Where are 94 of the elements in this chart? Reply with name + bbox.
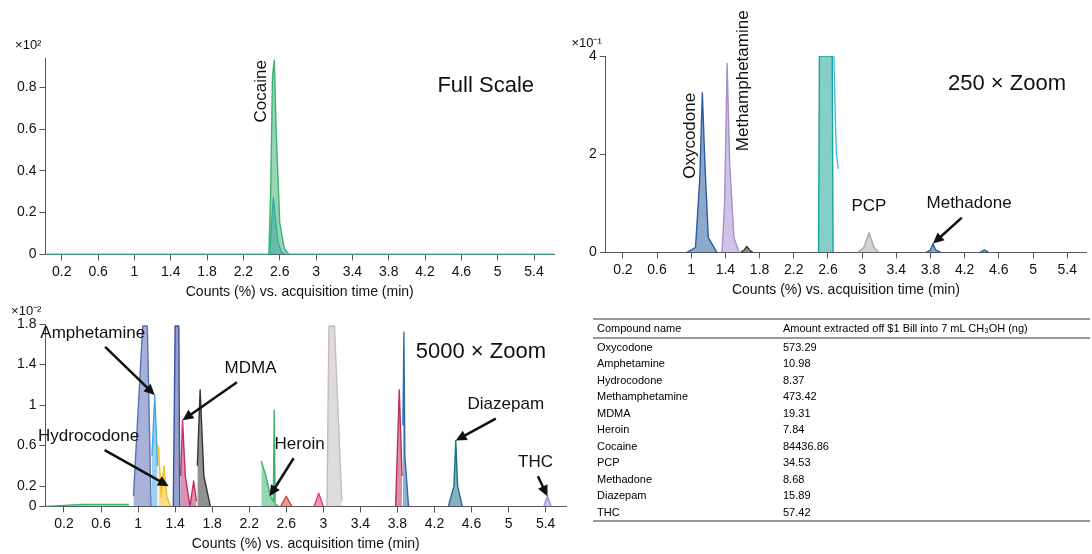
data-label: 34.53 xyxy=(782,455,812,470)
y-tick-label: 0.4 xyxy=(16,161,37,178)
x-tick-label: 4.6 xyxy=(989,260,1009,277)
data-label: 7.84 xyxy=(782,422,806,437)
x-tick-label: 3.4 xyxy=(350,514,371,531)
x-tick-label: 0.2 xyxy=(52,262,72,279)
y-tick-label: 0 xyxy=(28,245,37,262)
x-tick-label: 2.2 xyxy=(233,262,254,279)
y-tick-label: 0.2 xyxy=(16,476,37,493)
annotation: Oxycodone xyxy=(680,92,700,179)
category-label: Heroin xyxy=(596,422,631,437)
y-tick-label: 0.6 xyxy=(16,119,37,136)
x-tick-label: 5.4 xyxy=(1057,260,1078,277)
text: 5000 × Zoom xyxy=(415,338,546,364)
x-tick-label: 1.4 xyxy=(715,260,736,277)
x-tick-label: 1.4 xyxy=(161,262,181,279)
x-tick-label: 3.4 xyxy=(886,260,907,277)
x-tick-label: 1.8 xyxy=(202,514,223,531)
x-tick-label: 2.6 xyxy=(270,262,290,279)
x-tick-label: 3 xyxy=(858,260,867,277)
category-label: PCP xyxy=(596,455,621,470)
x-tick-label: 5.4 xyxy=(524,262,544,279)
x-tick-label: 0.2 xyxy=(54,514,74,531)
x-tick-label: 3.8 xyxy=(387,514,408,531)
x-tick-label: 1.8 xyxy=(749,260,770,277)
annotation: THC xyxy=(518,451,553,471)
category-label: Hydrocodone xyxy=(596,372,664,388)
x-tick-label: 1.4 xyxy=(165,514,186,531)
y-tick-label: 1 xyxy=(28,395,37,412)
text: Amount extracted off $1 Bill into 7 mL CH₃OH (ng) xyxy=(782,321,1029,336)
data-label: 19.31 xyxy=(782,405,812,421)
data-label: 84436.86 xyxy=(782,438,830,454)
x-tick-label: 4.2 xyxy=(415,262,435,279)
annotation: Diazepam xyxy=(467,394,545,414)
y-axis-title: ×10² xyxy=(15,37,43,53)
x-tick-label: 2.2 xyxy=(239,514,260,531)
x-tick-label: 3 xyxy=(312,262,321,279)
x-tick-label: 1 xyxy=(130,262,139,279)
annotation: PCP xyxy=(851,196,887,216)
x-tick-label: 1 xyxy=(134,514,143,531)
x-tick-label: 0.6 xyxy=(88,262,109,279)
x-tick-label: 4.6 xyxy=(461,514,482,531)
annotation: Cocaine xyxy=(251,60,271,123)
x-tick-label: 1 xyxy=(687,260,696,277)
x-tick-label: 3 xyxy=(319,514,328,531)
x-tick-label: 5.4 xyxy=(535,514,556,531)
x-tick-label: 3.4 xyxy=(342,262,363,279)
x-tick-label: 5 xyxy=(1029,260,1038,277)
x-tick-label: 2.6 xyxy=(818,260,838,277)
x-tick-label: 3.8 xyxy=(378,262,399,279)
x-tick-label: 0.6 xyxy=(647,260,667,277)
category-label: THC xyxy=(596,504,621,520)
y-tick-label: 0 xyxy=(28,497,37,514)
data-label: 57.42 xyxy=(782,504,812,520)
data-label: 8.68 xyxy=(782,471,806,487)
x-tick-label: 5 xyxy=(493,262,502,279)
category-label: Methadone xyxy=(596,471,654,487)
x-axis-title: Counts (%) vs. acquisition time (min) xyxy=(191,535,420,552)
x-tick-label: 4.2 xyxy=(424,514,445,531)
text: Full Scale xyxy=(437,72,534,98)
x-tick-label: 4.2 xyxy=(954,260,975,277)
data-label: 10.98 xyxy=(782,356,812,371)
category-label: Diazepam xyxy=(596,488,648,503)
x-tick-label: 0.6 xyxy=(91,514,111,531)
x-axis-title: Counts (%) vs. acquisition time (min) xyxy=(185,283,414,300)
annotation: MDMA xyxy=(224,357,278,377)
x-tick-label: 1.8 xyxy=(197,262,218,279)
text: Compound name xyxy=(596,321,683,336)
x-tick-label: 3.8 xyxy=(920,260,941,277)
category-label: Cocaine xyxy=(596,438,639,454)
y-tick-label: 0.8 xyxy=(16,78,37,95)
x-axis-title: Counts (%) vs. acquisition time (min) xyxy=(731,281,960,298)
annotation: Methamphetamine xyxy=(732,10,752,152)
x-tick-label: 2.2 xyxy=(784,260,804,277)
y-tick-label: 2 xyxy=(588,145,597,162)
data-label: 8.37 xyxy=(782,372,806,388)
y-tick-label: 1.4 xyxy=(16,355,37,372)
category-label: Amphetamine xyxy=(596,356,666,371)
x-tick-label: 4.6 xyxy=(451,262,472,279)
y-tick-label: 0 xyxy=(588,243,597,260)
category-label: Oxycodone xyxy=(596,339,654,355)
data-label: 473.42 xyxy=(782,389,818,404)
category-label: Methamphetamine xyxy=(596,389,690,404)
data-label: 15.89 xyxy=(782,488,812,503)
text: 250 × Zoom xyxy=(947,70,1066,96)
x-tick-label: 0.2 xyxy=(613,260,633,277)
x-tick-label: 2.6 xyxy=(276,514,297,531)
data-label: 573.29 xyxy=(782,339,818,355)
y-tick-label: 0.6 xyxy=(16,436,37,453)
category-label: MDMA xyxy=(596,405,632,421)
y-tick-label: 0.2 xyxy=(16,203,37,220)
x-tick-label: 5 xyxy=(504,514,513,531)
annotation: Methadone xyxy=(926,193,1012,213)
annotation: Heroin xyxy=(274,433,325,453)
